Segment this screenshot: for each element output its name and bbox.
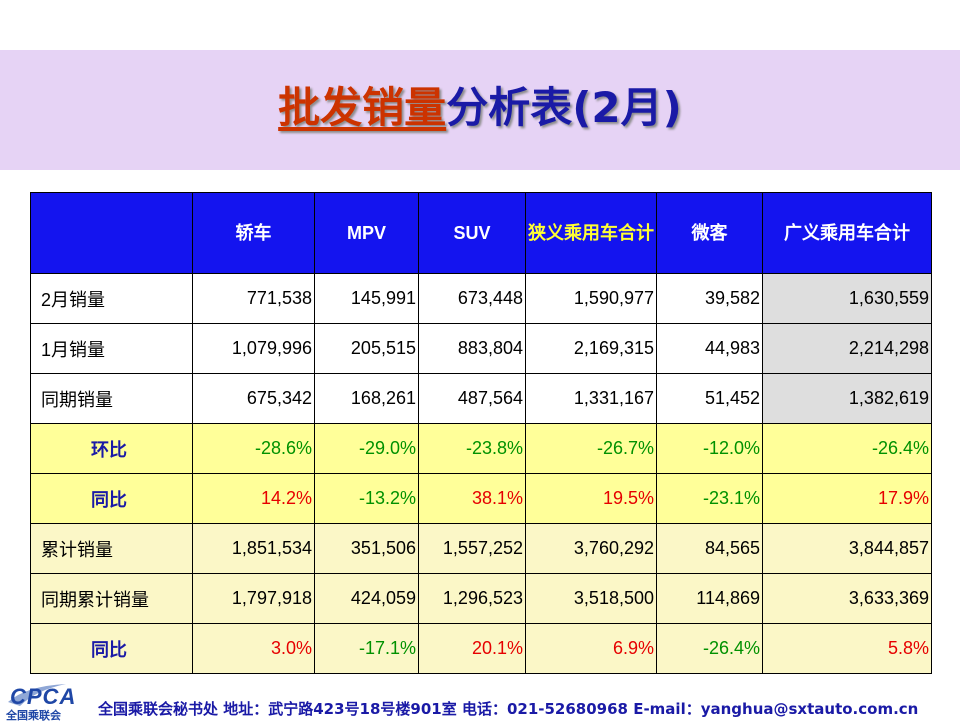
header-corner	[30, 192, 193, 274]
logo-subtitle: 全国乘联会	[6, 709, 61, 722]
cell: 205,515	[314, 323, 419, 374]
cell: 168,261	[314, 373, 419, 424]
cell: 1,331,167	[525, 373, 657, 424]
header-broad-total: 广义乘用车合计	[762, 192, 932, 274]
cell: 44,983	[656, 323, 763, 374]
cell: 1,797,918	[192, 573, 315, 624]
cell: 1,079,996	[192, 323, 315, 374]
sales-table: 轿车 MPV SUV 狭义乘用车合计 微客 广义乘用车合计 2月销量 771,5…	[30, 192, 932, 674]
title-banner	[0, 50, 960, 170]
row-label: 同期销量	[30, 373, 193, 424]
table-row: 累计销量 1,851,534 351,506 1,557,252 3,760,2…	[30, 523, 932, 574]
row-label: 环比	[30, 423, 193, 474]
cpca-logo-icon	[8, 684, 66, 706]
cell: -23.8%	[418, 423, 526, 474]
cell: 673,448	[418, 273, 526, 324]
cell: -13.2%	[314, 473, 419, 524]
cell: 14.2%	[192, 473, 315, 524]
table-row: 同比 3.0% -17.1% 20.1% 6.9% -26.4% 5.8%	[30, 623, 932, 674]
row-label: 累计销量	[30, 523, 193, 574]
footer-contact: 全国乘联会秘书处 地址：武宁路423号18号楼901室 电话：021-52680…	[98, 700, 919, 718]
cell: 2,214,298	[762, 323, 932, 374]
cell: 883,804	[418, 323, 526, 374]
cell: 1,590,977	[525, 273, 657, 324]
logo-text: CPCA	[10, 684, 77, 709]
cell: 38.1%	[418, 473, 526, 524]
cell: 51,452	[656, 373, 763, 424]
cell: 6.9%	[525, 623, 657, 674]
table-row: 环比 -28.6% -29.0% -23.8% -26.7% -12.0% -2…	[30, 423, 932, 474]
row-label: 同期累计销量	[30, 573, 193, 624]
cell: 1,851,534	[192, 523, 315, 574]
cell: 3,633,369	[762, 573, 932, 624]
title-rest: 分析表(2月)	[446, 83, 682, 132]
page-title: 批发销量分析表(2月)	[0, 78, 960, 138]
cell: 1,296,523	[418, 573, 526, 624]
cell: 84,565	[656, 523, 763, 574]
cell: 1,557,252	[418, 523, 526, 574]
cell: 3.0%	[192, 623, 315, 674]
cell: 20.1%	[418, 623, 526, 674]
cell: -23.1%	[656, 473, 763, 524]
cell: 19.5%	[525, 473, 657, 524]
cell: 114,869	[656, 573, 763, 624]
table-row: 同期累计销量 1,797,918 424,059 1,296,523 3,518…	[30, 573, 932, 624]
cell: 3,760,292	[525, 523, 657, 574]
table-row: 同期销量 675,342 168,261 487,564 1,331,167 5…	[30, 373, 932, 424]
cell: -12.0%	[656, 423, 763, 474]
cell: -26.4%	[656, 623, 763, 674]
cell: 1,382,619	[762, 373, 932, 424]
cell: 3,518,500	[525, 573, 657, 624]
cell: -28.6%	[192, 423, 315, 474]
table-row: 同比 14.2% -13.2% 38.1% 19.5% -23.1% 17.9%	[30, 473, 932, 524]
cell: 351,506	[314, 523, 419, 574]
header-narrow-total: 狭义乘用车合计	[525, 192, 657, 274]
cell: -17.1%	[314, 623, 419, 674]
header-mpv: MPV	[314, 192, 419, 274]
header-minivan: 微客	[656, 192, 763, 274]
cell: 771,538	[192, 273, 315, 324]
cell: 17.9%	[762, 473, 932, 524]
cell: 2,169,315	[525, 323, 657, 374]
cell: -29.0%	[314, 423, 419, 474]
cell: 1,630,559	[762, 273, 932, 324]
table-row: 1月销量 1,079,996 205,515 883,804 2,169,315…	[30, 323, 932, 374]
table-row: 2月销量 771,538 145,991 673,448 1,590,977 3…	[30, 273, 932, 324]
title-highlight: 批发销量	[278, 83, 447, 132]
row-label: 同比	[30, 473, 193, 524]
table-header-row: 轿车 MPV SUV 狭义乘用车合计 微客 广义乘用车合计	[30, 192, 932, 274]
row-label: 1月销量	[30, 323, 193, 374]
cell: 487,564	[418, 373, 526, 424]
cell: 145,991	[314, 273, 419, 324]
header-sedan: 轿车	[192, 192, 315, 274]
cell: -26.7%	[525, 423, 657, 474]
cell: -26.4%	[762, 423, 932, 474]
header-suv: SUV	[418, 192, 526, 274]
cell: 675,342	[192, 373, 315, 424]
cell: 5.8%	[762, 623, 932, 674]
cell: 39,582	[656, 273, 763, 324]
row-label: 2月销量	[30, 273, 193, 324]
cell: 3,844,857	[762, 523, 932, 574]
row-label: 同比	[30, 623, 193, 674]
cell: 424,059	[314, 573, 419, 624]
